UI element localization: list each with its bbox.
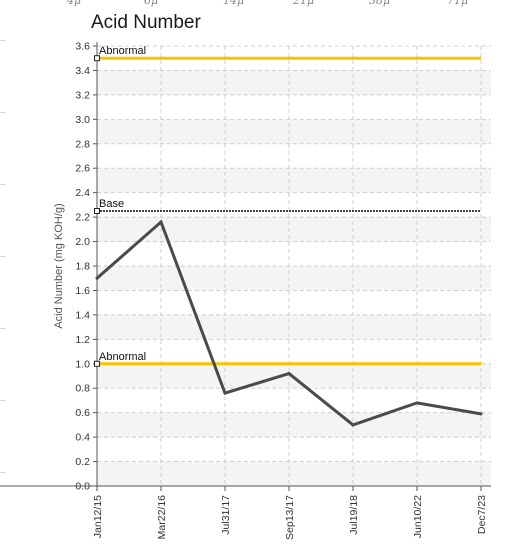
- chart-title: Acid Number: [91, 12, 201, 33]
- reference-marker: [94, 208, 100, 214]
- left-panel-divider: [0, 472, 6, 473]
- data-point: [159, 220, 163, 224]
- y-tick-label: 0.2: [75, 456, 90, 468]
- top-scale-strip: 4μ 6μ 14μ 21μ 38μ 71μ: [0, 0, 509, 12]
- x-tick-label: Jan12/15: [92, 495, 104, 538]
- y-tick-label: 1.2: [75, 334, 90, 346]
- chart-band: [97, 461, 491, 486]
- y-tick-label: 3.4: [75, 65, 90, 77]
- x-tick-label: Sep13/17: [284, 495, 296, 540]
- top-scale-label: 38μ: [369, 0, 391, 7]
- left-panel-divider: [0, 328, 6, 329]
- chart-band: [97, 412, 491, 438]
- left-panel-edge: [0, 40, 12, 520]
- data-point: [223, 391, 227, 395]
- data-point: [95, 276, 99, 280]
- y-tick-label: 3.6: [75, 41, 90, 53]
- left-panel-divider: [0, 112, 6, 113]
- chart-band: [97, 119, 491, 144]
- chart-band: [97, 266, 491, 291]
- top-scale-label: 4μ: [67, 0, 82, 7]
- x-tick-label: Jul19/18: [348, 495, 360, 535]
- top-scale-label: 71μ: [447, 0, 469, 7]
- data-point: [351, 423, 355, 427]
- reference-marker: [94, 55, 100, 62]
- y-tick-label: 1.6: [75, 285, 90, 297]
- x-tick-label: Dec7/23: [476, 495, 488, 534]
- y-tick-label: 0.6: [75, 407, 90, 419]
- chart-band: [97, 314, 491, 340]
- left-panel-divider: [0, 184, 6, 185]
- y-tick-label: 2.0: [75, 236, 90, 248]
- reference-label: Base: [99, 198, 124, 210]
- chart-band: [97, 168, 491, 193]
- data-point: [415, 401, 419, 405]
- y-tick-label: 2.8: [75, 138, 90, 150]
- data-point: [287, 372, 291, 376]
- y-tick-label: 1.8: [75, 261, 90, 273]
- x-tick-label: Mar22/16: [156, 495, 168, 540]
- y-tick-label: 1.0: [75, 358, 90, 370]
- y-tick-label: 0.4: [75, 432, 90, 444]
- y-tick-label: 2.2: [75, 212, 90, 224]
- chart-band: [97, 70, 491, 95]
- reference-marker: [94, 360, 100, 367]
- reference-label: Abnormal: [99, 351, 146, 363]
- y-tick-label: 3.2: [75, 89, 90, 101]
- x-tick-label: Jun10/22: [412, 495, 424, 538]
- top-scale-label: 6μ: [144, 0, 159, 7]
- y-axis-title: Acid Number (mg KOH/g): [53, 203, 65, 328]
- top-scale-label: 14μ: [223, 0, 245, 7]
- y-tick-label: 2.4: [75, 187, 90, 199]
- top-scale-label: 21μ: [293, 0, 315, 7]
- left-panel-divider: [0, 40, 6, 41]
- reference-label: Abnormal: [99, 45, 146, 57]
- chart-band: [97, 217, 491, 242]
- left-panel-divider: [0, 256, 6, 257]
- y-tick-label: 3.0: [75, 114, 90, 126]
- y-tick-label: 0.8: [75, 383, 90, 395]
- left-panel-divider: [0, 400, 6, 401]
- x-tick-label: Jul31/17: [220, 495, 232, 535]
- y-tick-label: 2.6: [75, 163, 90, 175]
- data-point: [479, 412, 483, 416]
- y-tick-label: 1.4: [75, 309, 90, 321]
